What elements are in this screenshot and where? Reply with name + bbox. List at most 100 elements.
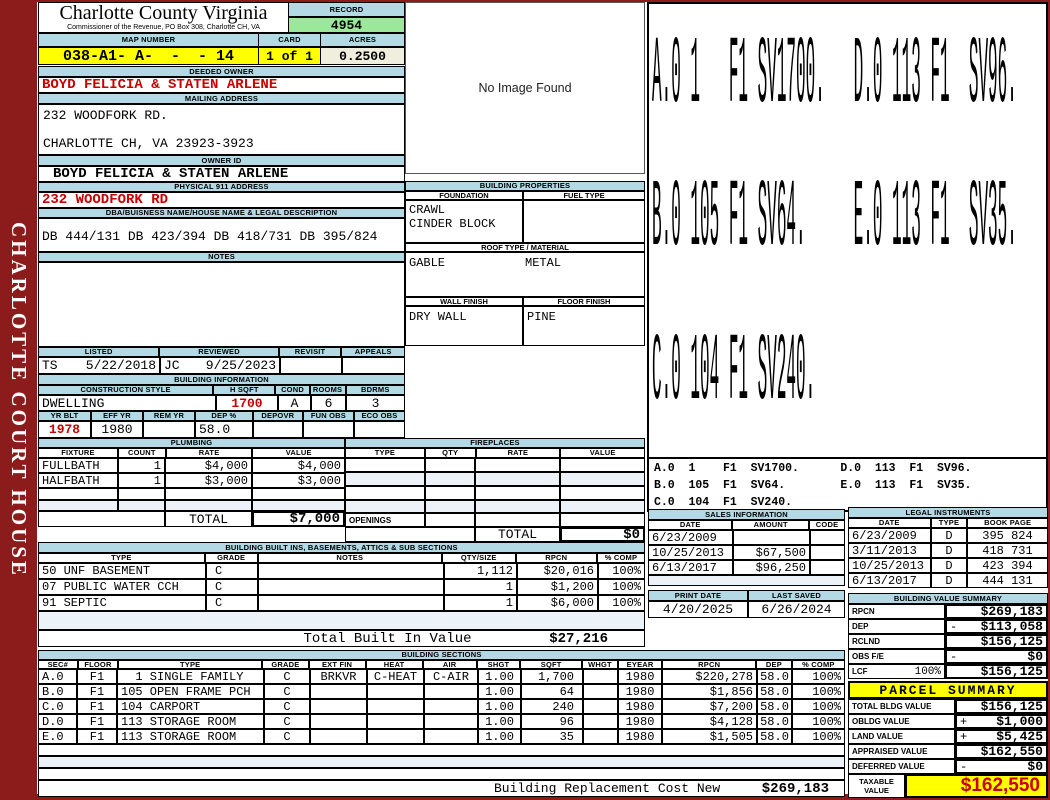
bs-type: 104 CARPORT (117, 699, 264, 714)
parcel-row: DEFERRED VALUE - $0 (848, 759, 1048, 774)
vs-op: - (950, 619, 958, 634)
li-date: 6/23/2009 (848, 528, 931, 543)
owner-id-value: BOYD FELICIA & STATEN ARLENE (38, 166, 405, 182)
property-sketch-area: A.0 1 F1 SV1700. D.0 113 F1 SV96. B.0 10… (647, 2, 1048, 512)
legal-instrument-row: 6/23/2009 D 395 824 (848, 528, 1048, 543)
acres-label: ACRES (320, 33, 405, 47)
empty-cell (560, 472, 645, 486)
vs-op: - (950, 649, 958, 664)
map-number-value[interactable]: 038-A1- A- - - 14 (38, 47, 259, 65)
fireplaces-total-label: TOTAL (475, 527, 560, 542)
fp-rate-col-label: RATE (475, 448, 561, 458)
physical-address-value[interactable]: 232 WOODFORK RD (38, 192, 405, 208)
taxable-label-line-2: VALUE (864, 786, 889, 795)
appeals-value (342, 357, 405, 374)
foundation-fuel-labels: FOUNDATION FUEL TYPE (405, 191, 645, 200)
bs-whgt-col-label: WHGT (582, 660, 618, 669)
legal-description-box[interactable]: DB 444/131 DB 423/394 DB 418/731 DB 395/… (38, 218, 405, 252)
bi-comp-col-label: % COMP (596, 553, 646, 563)
county-title: Charlotte County Virginia (59, 2, 268, 24)
bs-grade: C (264, 729, 310, 744)
value-summary-row: LCF 100% $156,125 (848, 664, 1048, 679)
bi-notes-col-label: NOTES (257, 553, 442, 563)
acres-value[interactable]: 0.2500 (320, 47, 405, 65)
bs-heat-col-label: HEAT (365, 660, 423, 669)
record-value[interactable]: 4954 (288, 17, 405, 33)
mailing-address-box[interactable]: 232 WOODFORK RD. CHARLOTTE CH, VA 23923-… (38, 104, 405, 155)
bi-grade-cell: C (206, 563, 258, 579)
bs-extfin (310, 684, 367, 699)
vs-label: DEP (852, 622, 869, 631)
depovr-label: DEPOVR (252, 411, 303, 421)
sale-date: 10/25/2013 (648, 545, 733, 560)
building-info-values-2: 1978 1980 58.0 (38, 421, 405, 438)
fireplaces-empty-row (345, 472, 645, 486)
card-value[interactable]: 1 of 1 (258, 47, 321, 65)
sales-date-col-label: DATE (648, 520, 733, 530)
bs-heat (367, 714, 424, 729)
bs-rpcn: $1,856 (662, 684, 757, 699)
empty-cell (38, 630, 258, 647)
fireplaces-total-row: TOTAL $0 (345, 527, 645, 542)
bi-grade-col-label: GRADE (204, 553, 258, 563)
deeded-owner-value[interactable]: BOYD FELICIA & STATEN ARLENE (38, 77, 405, 93)
parcel-value: $0 (1027, 759, 1043, 774)
brcn-value: $269,183 (761, 780, 829, 797)
parcel-value: $5,425 (996, 729, 1043, 744)
wall-finish-value: DRY WALL (405, 306, 523, 346)
sale-date: 6/23/2009 (648, 530, 733, 545)
bs-sec: A.0 (38, 669, 77, 684)
building-section-row: E.0 F1 113 STORAGE ROOM C 1.00 35 1980 $… (38, 729, 845, 744)
empty-cell (345, 472, 425, 486)
bs-grade: C (264, 684, 310, 699)
bs-comp: 100% (792, 699, 845, 714)
bs-sqft: 1,700 (521, 669, 583, 684)
fp-value-col-label: VALUE (560, 448, 645, 458)
bi-notes-cell (258, 579, 444, 595)
appeals-label: APPEALS (341, 347, 406, 357)
bs-type: 113 STORAGE ROOM (117, 729, 264, 744)
bi-rpcn-cell: $20,016 (517, 563, 598, 579)
bs-eyear: 1980 (618, 684, 662, 699)
print-date-label: PRINT DATE (648, 590, 748, 601)
remyr-label: REM YR (143, 411, 196, 421)
dep-value: 58.0 (195, 421, 253, 438)
vs-value-cell: $156,125 (945, 634, 1048, 649)
sketch-label-b: B.0 105 F1 SV64. E.0 113 F1 SV35. (652, 166, 1017, 274)
sales-code-col-label: CODE (809, 520, 845, 530)
parcel-op: - (960, 759, 968, 774)
built-ins-row: 50 UNF BASEMENT C 1,112 $20,016 100% (38, 563, 645, 579)
plumbing-total-row: TOTAL $7,000 (38, 511, 345, 527)
notes-box[interactable] (38, 262, 405, 347)
vs-value: $269,183 (980, 604, 1043, 619)
empty-cell (38, 488, 118, 500)
empty-cell (475, 458, 560, 472)
last-saved-label: LAST SAVED (747, 590, 845, 601)
wall-floor-labels: WALL FINISH FLOOR FINISH (405, 297, 645, 306)
vs-label-cell: RPCN (848, 604, 945, 619)
vs-label: OBS F/E (852, 652, 885, 661)
li-bookpage-col-label: BOOK PAGE (967, 518, 1048, 528)
bi-type-cell: 07 PUBLIC WATER CCH (38, 579, 206, 595)
bi-notes-cell (258, 563, 444, 579)
fireplaces-header: FIREPLACES (345, 438, 645, 448)
parcel-row: OBLDG VALUE + $1,000 (848, 714, 1048, 729)
bs-air (424, 699, 478, 714)
reviewed-label: REVIEWED (159, 347, 279, 357)
listed-label: LISTED (38, 347, 160, 357)
deeded-owner-label: DEEDED OWNER (38, 66, 405, 77)
empty-cell (425, 472, 475, 486)
bs-shgt: 1.00 (478, 714, 521, 729)
bs-floor-col-label: FLOOR (77, 660, 119, 669)
bi-comp-cell: 100% (598, 563, 645, 579)
empty-cell (475, 500, 560, 513)
reviewed-value: JC 9/25/2023 (160, 357, 280, 374)
empty-cell (425, 500, 475, 513)
building-sections-empty-row (38, 768, 845, 780)
bs-grade: C (264, 669, 310, 684)
plumbing-header: PLUMBING (38, 438, 345, 448)
parcel-value-cell: $162,550 (955, 744, 1048, 759)
bs-dep-col-label: DEP (756, 660, 792, 669)
property-photo-placeholder[interactable]: No Image Found (405, 2, 645, 174)
